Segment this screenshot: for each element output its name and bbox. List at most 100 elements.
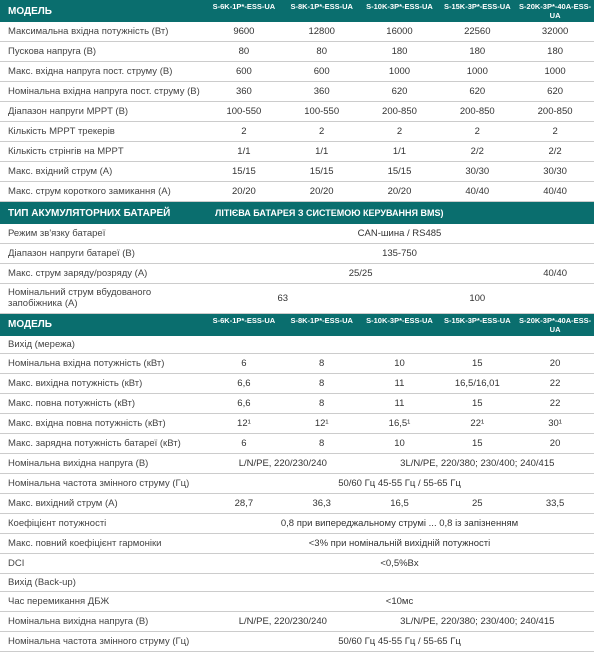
- spec-value: 2: [361, 126, 439, 137]
- spec-row: Номінальна частота змінного струму (Гц)5…: [0, 632, 594, 652]
- spec-row: Максимальна вхідна потужність (Вт)960012…: [0, 22, 594, 42]
- spec-row: Номінальний струм вбудованого запобіжник…: [0, 284, 594, 314]
- spec-row: DCI<0,5%Bx: [0, 554, 594, 574]
- col-header: S-6K-1P*-ESS-UA: [205, 316, 283, 334]
- spec-value: 36,3: [283, 498, 361, 509]
- section1-cols: S-6K-1P*-ESS-UA S-8K-1P*-ESS-UA S-10K-3P…: [205, 2, 594, 20]
- spec-value: 1/1: [361, 146, 439, 157]
- spec-row: Пускова напруга (В)8080180180180: [0, 42, 594, 62]
- spec-value: 15/15: [283, 166, 361, 177]
- spec-row: Макс. струм короткого замикання (A)20/20…: [0, 182, 594, 202]
- spec-value: 25: [438, 498, 516, 509]
- spec-values: 6,681116,5/16,0122: [205, 378, 594, 389]
- spec-row: Номінальна вихідна напруга (В)L/N/PE, 22…: [0, 454, 594, 474]
- section1-title: МОДЕЛЬ: [0, 6, 205, 17]
- spec-values: <10мс: [205, 596, 594, 607]
- spec-value: 600: [283, 66, 361, 77]
- spec-value: 2: [283, 126, 361, 137]
- spec-value: 2: [205, 126, 283, 137]
- spec-value: 10: [361, 438, 439, 449]
- spec-value: 1000: [438, 66, 516, 77]
- spec-values: <3% при номінальній вихідній потужності: [205, 538, 594, 549]
- spec-value: 200-850: [438, 106, 516, 117]
- col-header: S-8K-1P*-ESS-UA: [283, 316, 361, 334]
- spec-value: 1000: [516, 66, 594, 77]
- spec-label: Коефіцієнт потужності: [0, 515, 205, 532]
- spec-value: 620: [361, 86, 439, 97]
- spec-value: 30¹: [516, 418, 594, 429]
- spec-value: 8: [283, 438, 361, 449]
- spec-values: 63100: [205, 293, 594, 304]
- spec-value: 6: [205, 358, 283, 369]
- spec-value: 16,5¹: [361, 418, 439, 429]
- spec-value: 8: [283, 358, 361, 369]
- spec-value: 135-750: [205, 248, 594, 259]
- spec-value: 15/15: [205, 166, 283, 177]
- spec-label: Номінальна частота змінного струму (Гц): [0, 633, 205, 650]
- spec-value: 2: [516, 126, 594, 137]
- spec-value: 20: [516, 358, 594, 369]
- spec-value: <10мс: [205, 596, 594, 607]
- spec-values: 68101520: [205, 438, 594, 449]
- spec-value: 3L/N/PE, 220/380; 230/400; 240/415: [361, 458, 594, 469]
- section3-body2: Час перемикання ДБЖ<10мсНомінальна вихід…: [0, 592, 594, 652]
- spec-row: Кількість стрінгів на MPPT1/11/11/12/22/…: [0, 142, 594, 162]
- spec-row: Макс. повний коефіцієнт гармоніки<3% при…: [0, 534, 594, 554]
- spec-label: Діапазон напруги батареї (В): [0, 245, 205, 262]
- spec-label: Макс. зарядна потужність батареї (кВт): [0, 435, 205, 452]
- spec-values: 960012800160002256032000: [205, 26, 594, 37]
- spec-row: Макс. вхідна повна потужність (кВт)12¹12…: [0, 414, 594, 434]
- spec-value: 16000: [361, 26, 439, 37]
- spec-value: 620: [438, 86, 516, 97]
- spec-value: 180: [438, 46, 516, 57]
- col-header: S-20K-3P*-40A-ESS-UA: [516, 2, 594, 20]
- spec-value: 22: [516, 398, 594, 409]
- col-header: S-8K-1P*-ESS-UA: [283, 2, 361, 20]
- spec-values: L/N/PE, 220/230/2403L/N/PE, 220/380; 230…: [205, 616, 594, 627]
- spec-value: 22¹: [438, 418, 516, 429]
- spec-values: 25/2540/40: [205, 268, 594, 279]
- spec-value: 25/25: [205, 268, 516, 279]
- spec-label: Номінальний струм вбудованого запобіжник…: [0, 284, 205, 313]
- spec-label: Максимальна вхідна потужність (Вт): [0, 23, 205, 40]
- spec-value: 30/30: [516, 166, 594, 177]
- spec-value: 16,5/16,01: [438, 378, 516, 389]
- spec-value: 0,8 при випереджальному струмі ... 0,8 і…: [205, 518, 594, 529]
- spec-values: 100-550100-550200-850200-850200-850: [205, 106, 594, 117]
- section3-cols: S-6K-1P*-ESS-UA S-8K-1P*-ESS-UA S-10K-3P…: [205, 316, 594, 334]
- spec-label: Режим зв'язку батареї: [0, 225, 205, 242]
- spec-value: 12¹: [205, 418, 283, 429]
- spec-label: Макс. вхідна напруга пост. струму (В): [0, 63, 205, 80]
- spec-value: 22: [516, 378, 594, 389]
- spec-value: 10: [361, 358, 439, 369]
- spec-values: CAN-шина / RS485: [205, 228, 594, 239]
- spec-label: Кількість стрінгів на MPPT: [0, 143, 205, 160]
- spec-value: 100: [361, 293, 594, 304]
- spec-value: 40/40: [438, 186, 516, 197]
- spec-label: Макс. вихідний струм (A): [0, 495, 205, 512]
- spec-label: Макс. повний коефіцієнт гармоніки: [0, 535, 205, 552]
- spec-value: 15: [438, 358, 516, 369]
- spec-row: Діапазон напруги MPPT (В)100-550100-5502…: [0, 102, 594, 122]
- spec-label: Макс. вхідний струм (A): [0, 163, 205, 180]
- spec-row: Режим зв'язку батареїCAN-шина / RS485: [0, 224, 594, 244]
- spec-values: 50/60 Гц 45-55 Гц / 55-65 Гц: [205, 636, 594, 647]
- spec-value: 32000: [516, 26, 594, 37]
- spec-values: 50/60 Гц 45-55 Гц / 55-65 Гц: [205, 478, 594, 489]
- spec-row: Макс. вхідний струм (A)15/1515/1515/1530…: [0, 162, 594, 182]
- spec-value: CAN-шина / RS485: [205, 228, 594, 239]
- spec-value: 20/20: [283, 186, 361, 197]
- spec-value: 12800: [283, 26, 361, 37]
- spec-value: 620: [516, 86, 594, 97]
- spec-values: L/N/PE, 220/230/2403L/N/PE, 220/380; 230…: [205, 458, 594, 469]
- section3-sub2-label: Вихід (Back-up): [0, 577, 205, 588]
- spec-value: 30/30: [438, 166, 516, 177]
- spec-label: Пускова напруга (В): [0, 43, 205, 60]
- spec-value: 20/20: [361, 186, 439, 197]
- section1-body: Максимальна вхідна потужність (Вт)960012…: [0, 22, 594, 202]
- spec-label: DCI: [0, 555, 205, 572]
- spec-row: Номінальна частота змінного струму (Гц)5…: [0, 474, 594, 494]
- spec-value: 180: [361, 46, 439, 57]
- spec-label: Макс. вихідна потужність (кВт): [0, 375, 205, 392]
- spec-row: Номінальна вихідна напруга (В)L/N/PE, 22…: [0, 612, 594, 632]
